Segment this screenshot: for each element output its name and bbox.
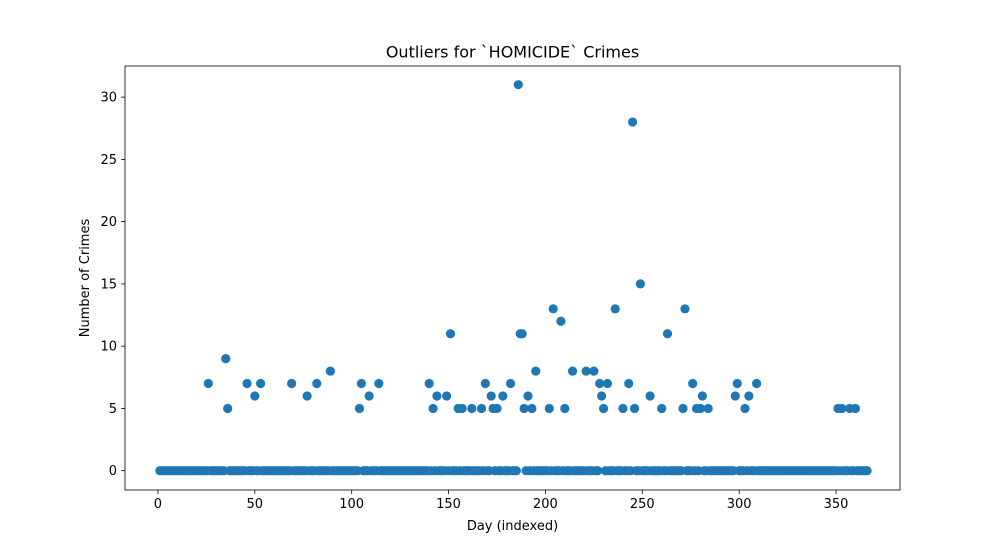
data-point [589,366,599,376]
data-point [548,304,558,314]
data-point [354,403,365,414]
data-point [697,391,707,401]
data-point [287,378,297,389]
data-point [242,378,252,389]
chart-title: Outliers for `HOMICIDE` Crimes [386,43,639,62]
y-tick-label: 15 [100,277,117,292]
y-axis-label: Number of Crimes [78,219,93,338]
y-tick-label: 30 [100,91,117,106]
data-point [624,378,634,389]
data-point [595,378,605,389]
data-point [302,391,312,401]
data-point [527,403,537,414]
data-point [635,279,645,289]
y-tick-label: 25 [100,153,117,168]
data-point [593,466,603,476]
data-point [744,391,754,401]
data-point [432,391,442,401]
data-point [628,117,638,127]
data-point [732,378,742,389]
data-point [618,403,628,414]
data-point [480,378,490,389]
data-point [424,378,434,389]
data-point [598,403,609,414]
data-point [203,378,213,389]
y-tick-label: 5 [109,402,117,417]
data-point [610,304,620,314]
data-point [498,391,508,401]
data-point [325,366,335,376]
data-point [356,378,366,389]
data-point [680,304,690,314]
data-point [730,391,740,401]
data-point [374,378,384,389]
data-point [523,391,533,401]
data-point [850,403,861,414]
data-point [492,403,502,414]
y-tick-label: 0 [109,464,117,479]
data-point [442,391,452,401]
data-point [531,366,541,376]
data-point [517,329,527,339]
x-tick-label: 150 [436,497,461,512]
data-point [513,80,523,90]
data-point [256,378,266,389]
y-tick-label: 10 [100,340,117,355]
data-point [678,403,688,414]
data-point [544,403,554,414]
plot-area [124,65,901,491]
data-point [695,403,706,414]
x-tick-label: 250 [630,497,655,512]
data-point [445,329,456,339]
x-tick-label: 50 [247,497,264,512]
x-tick-label: 0 [154,497,162,512]
data-point [862,466,872,476]
data-point [519,403,529,414]
x-axis-label: Day (indexed) [467,519,558,534]
data-point [486,391,496,401]
x-tick-label: 350 [824,497,849,512]
data-point [837,403,847,414]
data-point [657,403,667,414]
data-points [155,80,872,476]
x-axis-ticks: 0 50 100 150 200 250 300 350 [154,490,849,512]
data-point [221,354,231,364]
data-point [602,378,613,389]
data-point [662,329,673,339]
x-tick-label: 100 [339,497,364,512]
data-point [223,403,233,414]
x-tick-label: 200 [533,497,558,512]
data-point [312,378,322,389]
data-point [476,403,487,414]
data-point [752,378,762,389]
data-point [467,403,477,414]
x-tick-label: 300 [727,497,752,512]
data-point [556,316,566,326]
data-point [597,391,607,401]
data-point [645,391,655,401]
data-point [511,466,521,476]
axes-frame [124,65,901,491]
data-point [703,403,713,414]
data-point [740,403,750,414]
data-point [567,366,578,376]
data-point [457,403,467,414]
data-point [505,378,516,389]
data-point [581,366,591,376]
y-tick-label: 20 [100,215,117,230]
data-point [688,378,698,389]
data-point [560,403,570,414]
data-point [250,391,260,401]
y-axis-ticks: 0 5 10 15 20 25 30 [100,91,125,479]
data-point [428,403,438,414]
data-point [364,391,374,401]
data-point [629,403,640,414]
